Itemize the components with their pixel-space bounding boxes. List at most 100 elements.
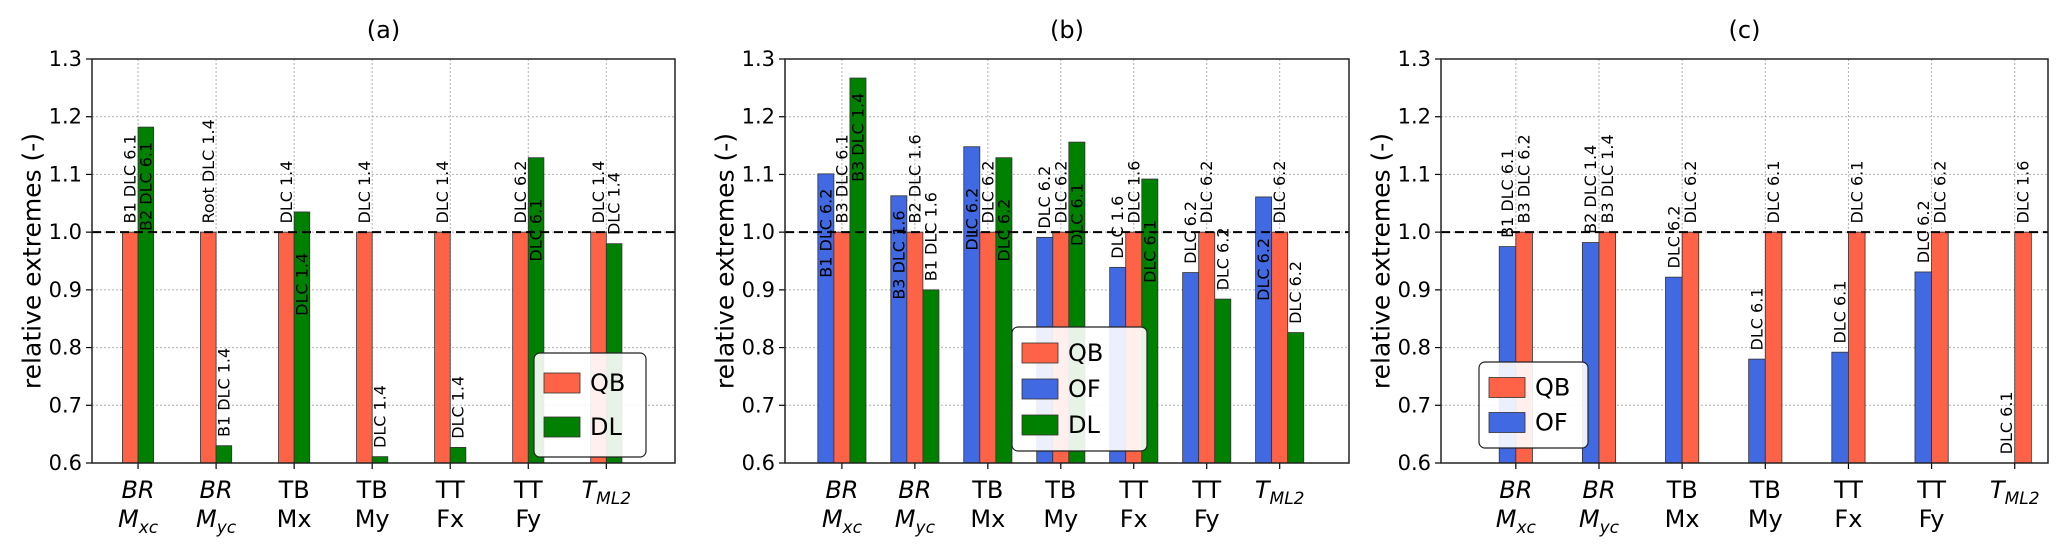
legend-label-OF: OF bbox=[1068, 375, 1101, 403]
y-axis-label: relative extremes (-) bbox=[18, 133, 47, 389]
bar-label-QB: DLC 6.1 bbox=[1764, 161, 1783, 224]
bar-QB bbox=[1931, 231, 1949, 463]
x-tick-label-line2: TML2 bbox=[1255, 476, 1305, 509]
y-tick-label: 1.0 bbox=[49, 220, 82, 244]
x-tick-label: TML2 bbox=[581, 476, 631, 509]
x-tick-label-base: T bbox=[1990, 476, 2007, 504]
bar-label-OF: DLC 6.2 bbox=[1035, 166, 1054, 229]
x-tick-label-base: T bbox=[1255, 476, 1272, 504]
y-tick-label: 0.8 bbox=[49, 336, 82, 360]
x-tick-label-base: Mx bbox=[277, 505, 312, 533]
y-tick-label: 1.2 bbox=[49, 105, 82, 129]
y-tick-label: 0.8 bbox=[742, 336, 775, 360]
x-tick-label-base: M bbox=[822, 505, 843, 533]
bar-label-OF: DLC 6.1 bbox=[1831, 281, 1850, 344]
bar-label-DL: DLC 6.1 bbox=[527, 199, 546, 262]
legend: QB OF bbox=[1478, 361, 1589, 449]
bar-label-OF: DLC 6.2 bbox=[962, 188, 981, 251]
bar-label-DL: B1 DLC 1.6 bbox=[921, 192, 940, 281]
x-tick-label-line2: Mx bbox=[1665, 505, 1700, 533]
axes-frame bbox=[1440, 58, 2049, 464]
bar-label-DL: B3 DLC 1.4 bbox=[848, 93, 867, 182]
bar-label-QB: B3 DLC 1.4 bbox=[1598, 134, 1617, 223]
bar-label-OF: DLC 6.2 bbox=[1664, 206, 1683, 269]
bar-OF bbox=[1748, 358, 1766, 463]
legend-swatch-OF bbox=[1021, 378, 1059, 400]
bar-QB bbox=[833, 231, 851, 463]
x-tick-label-line1: TT bbox=[1916, 476, 1946, 504]
bar-label-QB: Root DLC 1.4 bbox=[199, 119, 218, 223]
bar-OF bbox=[1255, 196, 1273, 463]
x-tick-label-line2: Mxc bbox=[822, 505, 863, 538]
x-tick-label-subscript: ML2 bbox=[596, 489, 631, 509]
bar-label-DL: DLC 1.4 bbox=[292, 253, 311, 316]
bar-label-QB: B2 DLC 1.6 bbox=[905, 134, 924, 223]
x-tick-label-base: Fx bbox=[436, 505, 464, 533]
bar-label-QB: DLC 1.6 bbox=[2014, 161, 2033, 224]
x-tick-label-base: Fy bbox=[515, 505, 541, 533]
x-tick-label-line2: Mx bbox=[970, 505, 1005, 533]
legend-swatch-QB bbox=[1488, 377, 1526, 398]
x-tick-label-line1: TT bbox=[1833, 476, 1863, 504]
x-tick-label-line1: TT bbox=[513, 476, 543, 504]
bar-QB bbox=[1848, 231, 1866, 463]
x-tick-label-line2: Fx bbox=[436, 505, 464, 533]
bar-label-DL: DLC 1.4 bbox=[605, 172, 624, 235]
x-tick-label-line1: BR bbox=[1582, 476, 1615, 504]
bar-label-OF: DLC 6.2 bbox=[1254, 238, 1273, 301]
x-tick-label: TML2 bbox=[1990, 476, 2040, 509]
panel-a: 0.60.70.80.91.01.11.21.3BRMxcBRMycTBMxTB… bbox=[18, 16, 676, 538]
bar-QB bbox=[1764, 231, 1783, 463]
x-tick-label-line2: Mxc bbox=[118, 505, 159, 538]
x-tick-label-subscript: xc bbox=[842, 518, 863, 538]
x-tick-label-subscript: yc bbox=[915, 518, 936, 538]
bar-label-QB: B3 DLC 6.1 bbox=[832, 134, 851, 223]
x-tick-label-line2: Myc bbox=[196, 505, 237, 538]
y-axis-label: relative extremes (-) bbox=[1367, 133, 1396, 389]
bar-label-OF: DLC 1.6 bbox=[1108, 196, 1127, 259]
x-tick-label-line2: Fx bbox=[1834, 505, 1862, 533]
x-tick-label-line2: My bbox=[1748, 505, 1783, 533]
bar-label-OF: DLC 6.1 bbox=[1997, 391, 2016, 454]
bar-label-QB: DLC 1.4 bbox=[433, 161, 452, 224]
bar-label-QB: DLC 6.2 bbox=[1197, 161, 1216, 224]
bar-label-DL: DLC 6.2 bbox=[1286, 261, 1305, 324]
legend-swatch-OF bbox=[1488, 412, 1526, 433]
y-tick-label: 1.3 bbox=[742, 47, 775, 71]
bar-label-DL: DLC 6.2 bbox=[994, 199, 1013, 262]
y-tick-label: 1.3 bbox=[49, 47, 82, 71]
legend-label-QB: QB bbox=[590, 369, 625, 397]
bar-OF bbox=[1182, 272, 1200, 463]
x-tick-label-line2: Mxc bbox=[1496, 505, 1537, 538]
legend-frame bbox=[1478, 361, 1589, 449]
x-tick-label-line1: BR bbox=[825, 476, 858, 504]
panel-c: 0.60.70.80.91.01.11.21.3BRMxcBRMycTBMxTB… bbox=[1367, 16, 2049, 538]
x-tick-label-subscript: xc bbox=[1515, 518, 1536, 538]
bar-label-DL: DLC 1.4 bbox=[449, 376, 468, 439]
x-tick-label-base: T bbox=[581, 476, 598, 504]
axes-frame bbox=[784, 58, 1350, 464]
y-tick-label: 0.7 bbox=[742, 393, 775, 417]
x-tick-label-base: Fx bbox=[1834, 505, 1862, 533]
bar-label-OF: B1 DLC 6.1 bbox=[1498, 149, 1517, 238]
x-tick-label-base: Fx bbox=[1120, 505, 1148, 533]
bar-QB bbox=[1681, 231, 1700, 463]
panel-title: (c) bbox=[1729, 16, 1761, 44]
bar-label-OF: DLC 6.2 bbox=[1914, 200, 1933, 263]
x-tick-label-line2: Fy bbox=[1194, 505, 1220, 533]
y-tick-label: 0.6 bbox=[49, 451, 82, 475]
bar-QB bbox=[979, 231, 997, 463]
x-tick-label-line2: TML2 bbox=[1990, 476, 2040, 509]
bar-label-QB: DLC 6.2 bbox=[511, 161, 530, 224]
bars bbox=[122, 126, 623, 463]
x-tick-label-line2: Myc bbox=[1579, 505, 1620, 538]
x-tick-label-base: Fy bbox=[1919, 505, 1945, 533]
y-tick-label: 0.9 bbox=[1398, 278, 1431, 302]
bar-label-QB: DLC 6.2 bbox=[1051, 161, 1070, 224]
